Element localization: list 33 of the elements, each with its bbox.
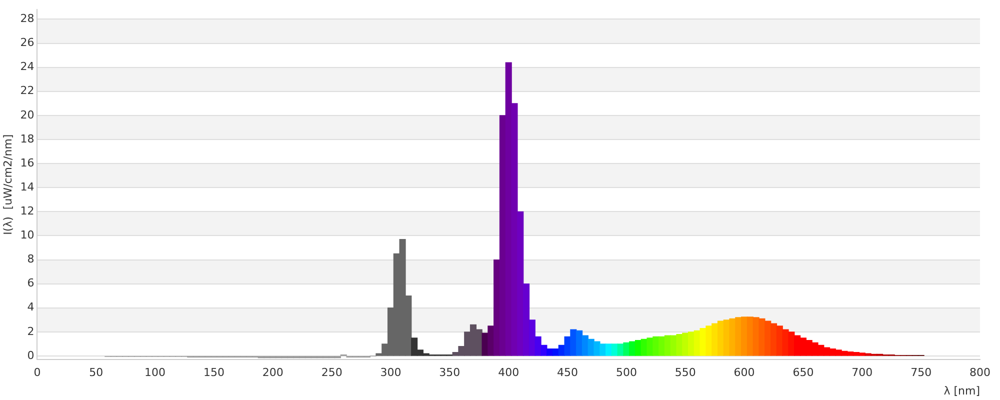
y-tick-label: 12	[20, 204, 34, 218]
x-tick-label: 350	[439, 366, 460, 380]
y-tick-label: 20	[20, 108, 34, 122]
x-tick-label: 450	[557, 366, 578, 380]
y-tick-label: 16	[20, 156, 34, 170]
y-tick-label: 10	[20, 228, 34, 242]
x-tick-label: 650	[792, 366, 814, 380]
x-tick-label: 50	[89, 366, 104, 380]
x-tick-label: 200	[262, 366, 284, 380]
x-tick-label: 150	[203, 366, 224, 380]
y-axis-title: I(λ) [uW/cm2/nm]	[1, 134, 14, 235]
y-tick-label: 8	[27, 252, 34, 266]
x-tick-label: 750	[910, 366, 932, 380]
x-tick-label: 600	[734, 366, 755, 380]
x-tick-label: 400	[498, 366, 520, 380]
y-tick-label: 22	[20, 84, 34, 98]
y-tick-label: 6	[27, 276, 34, 290]
x-tick-label: 300	[380, 366, 402, 380]
y-tick-label: 2	[27, 324, 34, 338]
y-tick-label: 24	[20, 60, 34, 74]
y-tick-label: 0	[27, 348, 34, 362]
y-tick-label: 14	[20, 180, 34, 194]
x-axis-title: λ [nm]	[944, 384, 980, 398]
x-tick-label: 250	[321, 366, 342, 380]
x-tick-label: 500	[616, 366, 637, 380]
y-tick-label: 26	[20, 36, 34, 50]
y-tick-label: 28	[20, 12, 34, 26]
x-tick-label: 800	[970, 366, 990, 380]
x-tick-label: 550	[674, 366, 696, 380]
x-tick-label: 100	[144, 366, 166, 380]
y-tick-label: 18	[20, 132, 34, 146]
x-tick-label: 700	[852, 366, 873, 380]
y-tick-label: 4	[27, 300, 34, 314]
